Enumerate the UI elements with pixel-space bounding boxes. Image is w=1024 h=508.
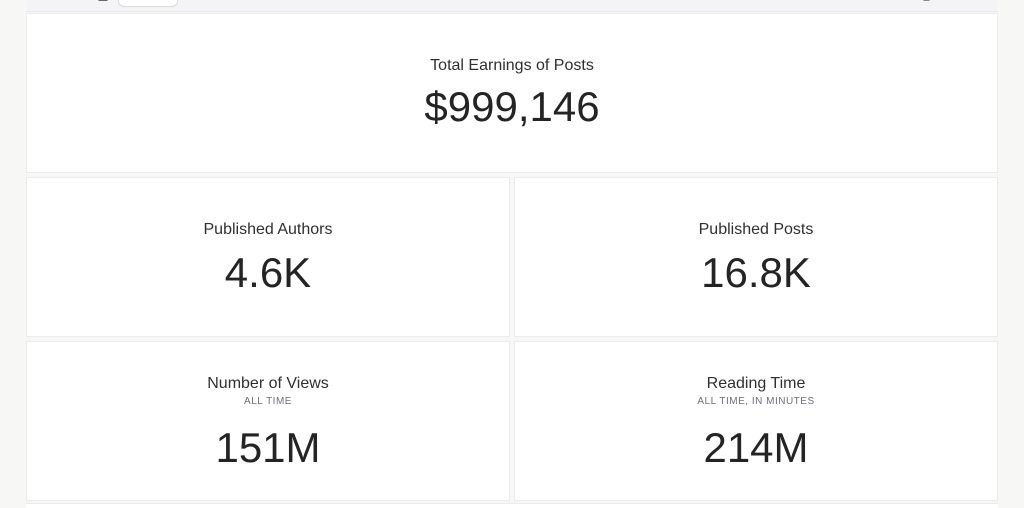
published-authors-label: Published Authors: [203, 221, 333, 238]
published-authors-card: Published Authors 4.6K: [26, 177, 510, 337]
published-posts-label: Published Posts: [698, 221, 814, 238]
reading-time-card: Reading Time ALL TIME, IN MINUTES 214M: [514, 341, 998, 501]
reading-time-sublabel: ALL TIME, IN MINUTES: [697, 396, 815, 407]
reading-time-label: Reading Time: [706, 375, 806, 392]
number-of-views-value: 151M: [215, 424, 321, 471]
total-earnings-label: Total Earnings of Posts: [430, 57, 594, 74]
number-of-views-label: Number of Views: [207, 375, 329, 392]
next-card-edge: [26, 503, 998, 508]
toolbar-menu-icon[interactable]: [923, 0, 930, 1]
published-posts-value: 16.8K: [701, 249, 811, 296]
reading-time-value: 214M: [703, 424, 809, 471]
number-of-views-card: Number of Views ALL TIME 151M: [26, 341, 510, 501]
published-authors-value: 4.6K: [224, 249, 312, 296]
filter-dropdown[interactable]: [118, 0, 178, 7]
top-toolbar: [26, 0, 998, 12]
published-posts-card: Published Posts 16.8K: [514, 177, 998, 337]
number-of-views-sublabel: ALL TIME: [244, 396, 292, 407]
toolbar-icon-fragment: [98, 0, 108, 1]
total-earnings-card: Total Earnings of Posts $999,146: [26, 13, 998, 173]
total-earnings-value: $999,146: [424, 83, 600, 130]
